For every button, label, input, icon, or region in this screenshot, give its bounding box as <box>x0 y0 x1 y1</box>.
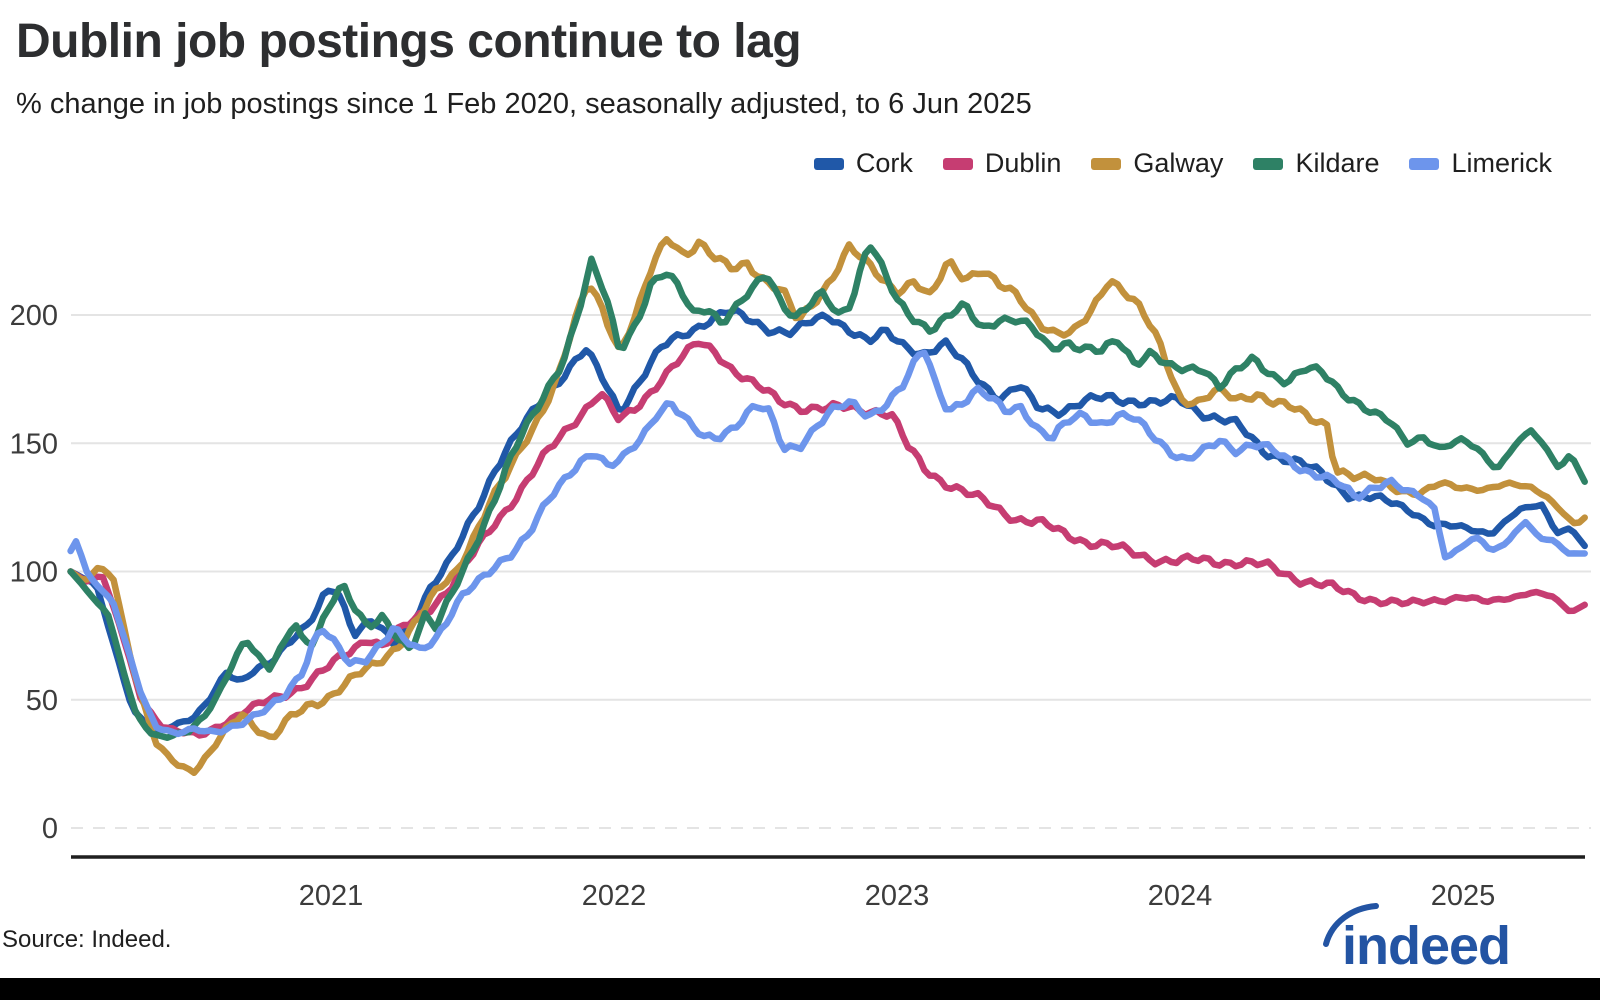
legend: Cork Dublin Galway Kildare Limerick <box>813 148 1552 179</box>
y-axis-label-50: 50 <box>26 685 58 717</box>
legend-swatch-galway <box>1091 157 1122 170</box>
y-axis-label-100: 100 <box>10 557 58 589</box>
legend-label-kildare: Kildare <box>1295 148 1380 178</box>
x-axis-label-2025: 2025 <box>1431 880 1496 912</box>
series-line-kildare <box>67 244 1588 742</box>
legend-item-kildare: Kildare <box>1253 148 1379 179</box>
indeed-logo-swoosh <box>1323 903 1379 947</box>
x-axis-label-2022: 2022 <box>582 880 647 912</box>
series-line-cork <box>67 306 1588 735</box>
x-axis-label-2023: 2023 <box>865 880 930 912</box>
legend-label-dublin: Dublin <box>984 148 1062 178</box>
x-axis-label-2024: 2024 <box>1148 880 1213 912</box>
indeed-logo: indeed <box>1318 898 1558 978</box>
legend-swatch-dublin <box>942 157 973 170</box>
chart-title: Dublin job postings continue to lag <box>16 15 802 68</box>
x-axis-label-2021: 2021 <box>299 880 364 912</box>
series-line-limerick <box>67 349 1588 738</box>
legend-swatch-limerick <box>1409 157 1440 170</box>
y-axis-label-0: 0 <box>42 813 58 845</box>
indeed-logo-graphic: indeed <box>1323 903 1511 976</box>
indeed-logo-text: indeed <box>1342 916 1510 976</box>
legend-swatch-kildare <box>1253 157 1284 170</box>
y-axis-label-200: 200 <box>10 300 58 332</box>
legend-item-dublin: Dublin <box>942 148 1062 179</box>
legend-label-limerick: Limerick <box>1451 148 1552 178</box>
legend-label-galway: Galway <box>1133 148 1224 178</box>
legend-item-galway: Galway <box>1091 148 1223 179</box>
legend-item-limerick: Limerick <box>1409 148 1552 179</box>
line-chart: 0 50 100 150 200 2021 2022 2023 2024 2025 <box>10 236 1591 912</box>
source-text: Source: Indeed. <box>2 926 172 953</box>
chart-subtitle: % change in job postings since 1 Feb 202… <box>16 88 1032 120</box>
bottom-bar <box>0 978 1600 1000</box>
legend-swatch-cork <box>813 157 844 170</box>
legend-item-cork: Cork <box>813 148 913 179</box>
y-axis-label-150: 150 <box>10 428 58 460</box>
series-line-dublin <box>67 340 1588 739</box>
series-line-galway <box>67 236 1588 777</box>
legend-label-cork: Cork <box>855 148 913 178</box>
